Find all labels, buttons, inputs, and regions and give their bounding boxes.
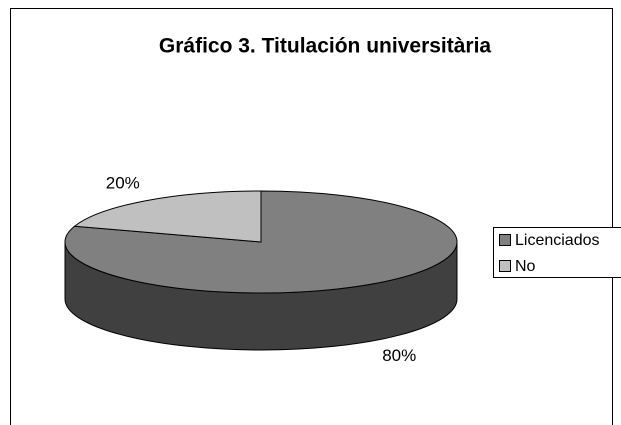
legend-label: No <box>515 258 536 275</box>
pie: 80% 20% <box>64 174 458 365</box>
legend-swatch <box>499 260 511 272</box>
legend-swatch <box>499 234 511 246</box>
chart-title: Gráfico 3. Titulación universitària <box>159 35 492 58</box>
legend: Licenciados No <box>499 232 600 275</box>
data-label: 20% <box>106 174 140 193</box>
data-label: 80% <box>382 346 416 365</box>
legend-label: Licenciados <box>515 232 600 249</box>
chart-frame <box>10 8 613 425</box>
legend-frame <box>493 227 621 278</box>
pie-slice <box>73 190 262 243</box>
